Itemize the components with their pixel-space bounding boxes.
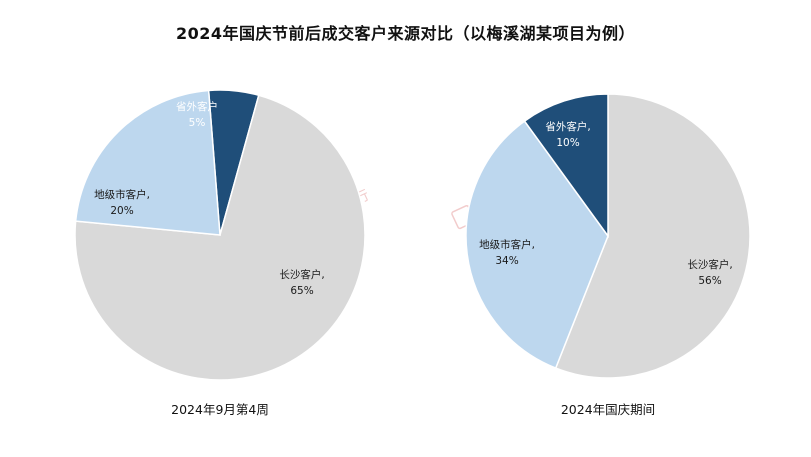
pie-slice [465,120,609,370]
slice-label: 省外客户 [176,100,218,113]
slice-value-label: 5% [189,117,206,129]
pie-caption: 2024年国庆期间 [561,402,655,417]
pie-slice [554,93,751,379]
slice-label: 地级市客户, [94,188,150,201]
slice-label: 长沙客户, [279,268,324,281]
slice-value-label: 20% [110,205,133,217]
slice-value-label: 34% [495,255,518,267]
slice-label: 省外客户, [545,120,590,133]
slice-label: 长沙客户, [687,258,732,271]
pie-slice [74,94,366,381]
pie-chart-1 [74,89,366,381]
slice-value-label: 56% [698,275,721,287]
slice-label: 地级市客户, [479,238,535,251]
chart-title: 2024年国庆节前后成交客户来源对比（以梅溪湖某项目为例） [175,24,636,43]
pie-slice [523,93,609,239]
slice-value-label: 10% [556,137,579,149]
pie-chart-2 [465,93,751,379]
pie-slice [74,89,221,236]
pie-caption: 2024年9月第4周 [171,402,269,417]
slice-value-label: 65% [290,285,313,297]
